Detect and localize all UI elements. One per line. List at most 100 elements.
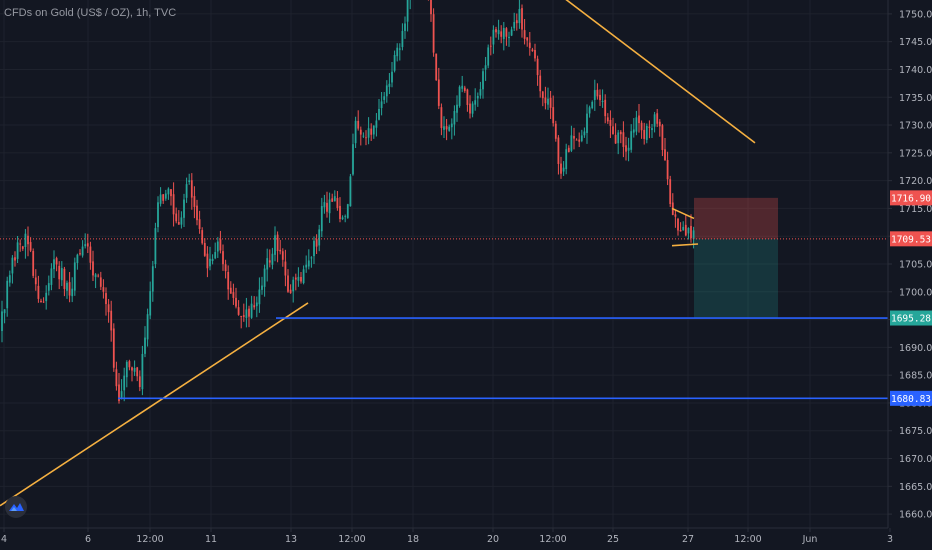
candle (391, 62, 393, 88)
candle (167, 187, 170, 200)
candle (76, 253, 79, 270)
trendline[interactable] (671, 207, 695, 220)
candle (97, 273, 100, 278)
y-tick-label: 1745.00 (899, 37, 932, 48)
candle (331, 193, 334, 202)
candle (640, 120, 643, 139)
candle (209, 246, 211, 271)
candle (235, 287, 237, 309)
candle (632, 118, 635, 138)
candle (162, 194, 165, 204)
candle (508, 31, 510, 47)
candle (55, 256, 58, 272)
trendline[interactable] (671, 243, 699, 247)
candle (656, 108, 659, 128)
candle (245, 297, 248, 328)
candle (406, 0, 409, 32)
candle (526, 37, 529, 47)
candle (575, 138, 578, 141)
stop-loss-price-label: 1716.90 (890, 190, 932, 206)
stop-loss-zone[interactable] (694, 197, 778, 239)
candle (289, 284, 292, 294)
candle (435, 53, 438, 81)
candle (50, 263, 53, 291)
candle (583, 127, 586, 138)
candle (287, 269, 289, 293)
candle (349, 173, 352, 207)
candle (305, 255, 308, 273)
candle (27, 226, 29, 257)
candle (266, 248, 269, 282)
candle (398, 43, 401, 61)
candle (232, 283, 235, 305)
candle (214, 242, 217, 260)
candle (388, 73, 391, 95)
candle (440, 103, 443, 136)
x-tick-label: 11 (205, 534, 217, 545)
trendline[interactable] (0, 302, 309, 507)
price-axis[interactable] (888, 0, 932, 528)
time-axis[interactable] (0, 528, 932, 550)
candle (674, 210, 677, 228)
candle (141, 345, 144, 396)
candle (84, 233, 87, 249)
candle (240, 315, 243, 329)
candle (677, 217, 679, 236)
candle (248, 305, 250, 328)
candle (502, 21, 505, 51)
candle (271, 247, 274, 270)
candle (471, 101, 474, 118)
candle (193, 186, 196, 219)
candle (320, 197, 323, 238)
candle (94, 273, 97, 289)
candle (300, 272, 302, 284)
candle (573, 127, 575, 150)
candle (591, 100, 594, 110)
candle (497, 19, 500, 40)
candle (125, 360, 128, 388)
candle (671, 193, 674, 216)
candle (570, 125, 573, 153)
candle (601, 89, 604, 108)
candle (196, 199, 198, 226)
candle (227, 265, 230, 300)
candle (206, 246, 209, 278)
candlestick-series (1, 0, 695, 404)
candle (554, 120, 557, 142)
candle (81, 240, 84, 258)
candle (661, 123, 664, 157)
candle (73, 257, 76, 296)
trendline[interactable] (530, 0, 756, 144)
candle (404, 16, 406, 39)
take-profit-zone[interactable] (694, 238, 778, 319)
candle (682, 221, 685, 231)
candle (258, 277, 261, 313)
candle (596, 83, 599, 100)
candle (614, 123, 617, 144)
price-axis-ticks: 1660.001665.001670.001675.001680.001685.… (888, 9, 932, 521)
candle (138, 370, 141, 392)
candle (86, 233, 89, 254)
candle (255, 296, 258, 318)
candle (547, 87, 549, 110)
candle (567, 145, 570, 153)
candle (92, 250, 94, 282)
candle (687, 227, 690, 240)
y-tick-label: 1675.00 (899, 426, 932, 437)
candle (487, 44, 490, 69)
candle (385, 80, 388, 103)
candle (552, 95, 555, 127)
candle (367, 117, 370, 145)
candle (34, 269, 37, 291)
candle (638, 103, 640, 133)
candle (523, 19, 526, 45)
candle (177, 210, 180, 225)
candle (128, 359, 131, 371)
candle (359, 126, 362, 146)
candle (562, 161, 565, 176)
candle (310, 256, 313, 268)
candle (229, 281, 232, 294)
position-zones (694, 197, 778, 319)
tradingview-logo-icon[interactable] (5, 496, 27, 518)
